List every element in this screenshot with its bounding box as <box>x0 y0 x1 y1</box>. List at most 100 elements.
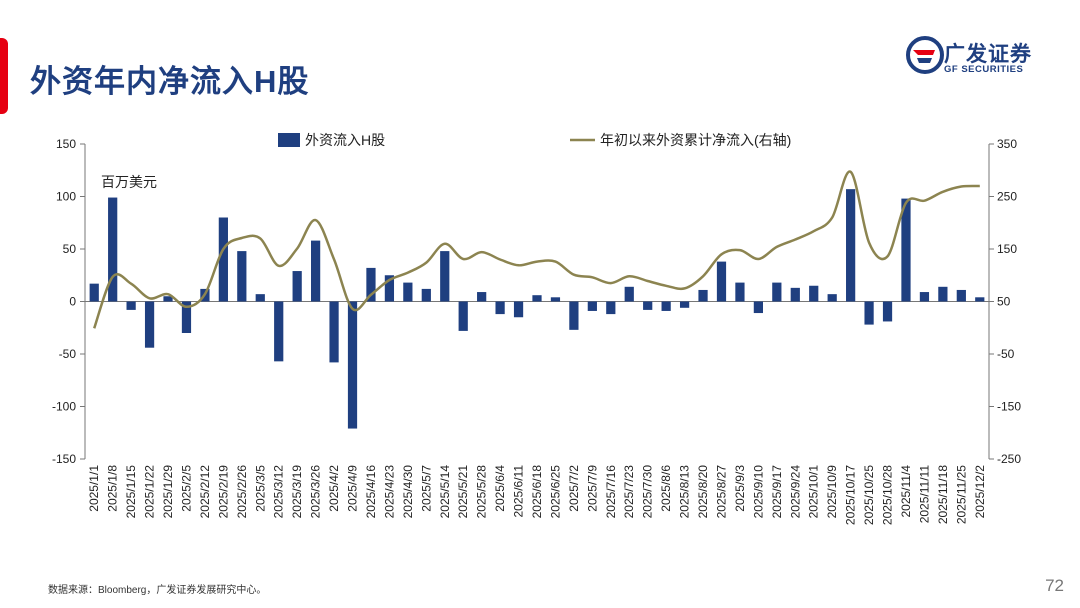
cumulative-inflow-line <box>93 170 980 329</box>
x-tick-label: 2025/3/19 <box>290 465 304 519</box>
inflow-bar <box>716 261 727 302</box>
inflow-bar <box>919 292 930 302</box>
x-tick-label: 2025/5/28 <box>475 465 489 519</box>
x-tick-label: 2025/6/11 <box>512 465 526 518</box>
inflow-bar <box>403 282 413 302</box>
legend-line-label: 年初以来外资累计净流入(右轴) <box>600 132 791 148</box>
inflow-bar <box>384 275 395 302</box>
x-tick-label: 2025/1/29 <box>161 465 175 519</box>
right-tick-label: -150 <box>997 400 1021 414</box>
x-tick-label: 2025/4/30 <box>401 465 415 519</box>
x-tick-label: 2025/4/9 <box>346 465 360 512</box>
inflow-bar <box>477 292 487 302</box>
x-tick-label: 2025/10/25 <box>862 465 876 525</box>
x-tick-label: 2025/11/25 <box>954 465 968 524</box>
right-tick-label: 150 <box>997 242 1017 256</box>
inflow-bar <box>624 286 634 302</box>
legend-bar-label: 外资流入H股 <box>305 132 385 148</box>
left-tick-label: -50 <box>59 347 77 361</box>
left-tick-label: 150 <box>56 137 76 151</box>
inflow-bar <box>366 267 376 302</box>
inflow-bar <box>790 287 800 302</box>
x-tick-label: 2025/10/17 <box>844 465 858 525</box>
x-tick-label: 2025/10/1 <box>807 465 821 519</box>
left-tick-label: -100 <box>52 400 76 414</box>
inflow-bar <box>495 301 505 315</box>
x-tick-label: 2025/2/5 <box>179 465 193 512</box>
inflow-bar <box>274 301 284 362</box>
x-tick-label: 2025/3/26 <box>309 465 323 519</box>
x-tick-label: 2025/4/2 <box>327 465 341 512</box>
inflow-bar <box>347 301 358 429</box>
x-tick-label: 2025/5/7 <box>419 465 433 512</box>
x-tick-label: 2025/7/30 <box>641 465 655 519</box>
x-tick-label: 2025/8/13 <box>678 465 692 519</box>
x-tick-label: 2025/8/6 <box>659 465 673 512</box>
unit-label: 百万美元 <box>101 174 157 190</box>
inflow-bar <box>108 197 118 302</box>
inflow-bar <box>679 301 690 308</box>
inflow-bar <box>975 297 985 302</box>
x-tick-label: 2025/9/3 <box>733 465 747 512</box>
inflow-bar <box>569 301 579 330</box>
inflow-bar <box>938 286 948 302</box>
inflow-bar <box>956 289 966 302</box>
inflow-bar <box>809 285 819 302</box>
inflow-bar <box>513 301 524 318</box>
inflow-bar <box>255 294 265 302</box>
x-tick-label: 2025/4/16 <box>364 465 378 519</box>
page-title: 外资年内净流入H股 <box>30 64 310 99</box>
x-tick-label: 2025/7/2 <box>567 465 581 512</box>
title-accent-bar <box>0 38 8 114</box>
logo-name-en: GF SECURITIES <box>944 64 1024 75</box>
left-tick-label: 50 <box>63 242 77 256</box>
x-tick-label: 2025/9/17 <box>770 465 784 519</box>
inflow-bar <box>329 301 339 363</box>
right-tick-label: -50 <box>997 347 1015 361</box>
x-tick-label: 2025/7/16 <box>604 465 618 519</box>
x-tick-label: 2025/3/12 <box>272 465 286 519</box>
inflow-bar <box>126 301 136 310</box>
inflow-bar <box>532 295 542 302</box>
left-tick-label: 0 <box>69 295 76 309</box>
inflow-bar <box>753 301 763 314</box>
inflow-bar <box>440 251 450 302</box>
x-tick-label: 2025/1/1 <box>87 465 101 512</box>
inflow-bar <box>606 301 616 315</box>
inflow-bar <box>901 198 911 302</box>
page-number: 72 <box>1045 576 1064 595</box>
right-tick-label: 250 <box>997 190 1017 204</box>
inflow-bar <box>846 189 856 302</box>
inflow-bar <box>550 297 561 302</box>
inflow-bar <box>181 301 192 333</box>
x-tick-label: 2025/8/27 <box>714 465 728 519</box>
inflow-bar <box>163 296 173 302</box>
x-tick-label: 2025/11/4 <box>899 465 913 518</box>
legend-bar-swatch <box>278 133 300 147</box>
x-tick-label: 2025/5/21 <box>456 465 470 519</box>
inflow-bar <box>292 271 302 302</box>
right-tick-label: 350 <box>997 137 1017 151</box>
inflow-bar <box>218 217 228 302</box>
inflow-bar <box>698 289 708 302</box>
x-tick-label: 2025/9/24 <box>788 465 802 519</box>
chart: 150 100 50 0 -50 -100 -150 350 250 150 50 -50 -150 -2… <box>52 132 1021 525</box>
inflow-bar <box>827 294 837 302</box>
x-tick-label: 2025/6/18 <box>530 465 544 519</box>
x-tick-label: 2025/2/12 <box>198 465 212 519</box>
inflow-bar <box>772 282 782 302</box>
inflow-bar <box>864 301 874 325</box>
inflow-bar <box>421 288 431 302</box>
gf-logo-icon <box>906 36 944 74</box>
x-tick-label: 2025/11/11 <box>917 465 931 524</box>
x-tick-label: 2025/1/22 <box>143 465 157 519</box>
left-tick-label: 100 <box>56 190 76 204</box>
x-tick-label: 2025/11/18 <box>936 465 950 524</box>
left-tick-label: -150 <box>52 452 76 466</box>
x-tick-label: 2025/8/20 <box>696 465 710 519</box>
x-tick-label: 2025/7/9 <box>585 465 599 512</box>
x-tick-label: 2025/1/8 <box>106 465 120 512</box>
inflow-bar <box>882 301 893 322</box>
right-tick-label: -250 <box>997 452 1021 466</box>
inflow-bar <box>237 251 247 302</box>
